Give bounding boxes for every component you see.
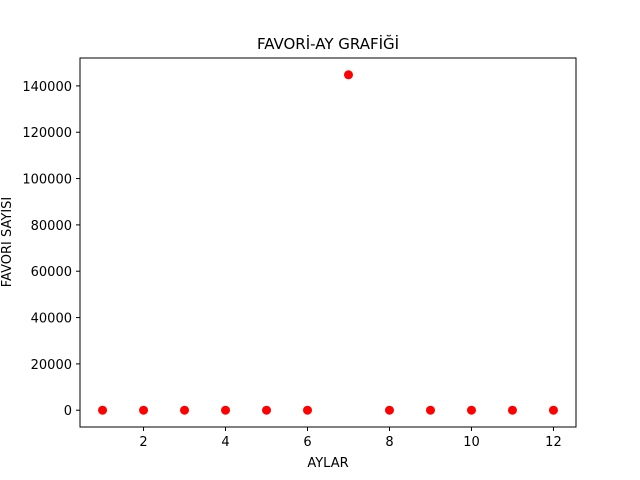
x-tick-label: 4 (221, 435, 229, 450)
y-tick-label: 20000 (31, 358, 72, 373)
data-point (548, 405, 558, 415)
x-axis-ticks: 2 4 6 8 10 12 (139, 427, 562, 450)
y-tick-label: 120000 (22, 126, 72, 141)
data-point (507, 405, 517, 415)
x-tick-label: 2 (139, 435, 147, 450)
data-point (303, 405, 313, 415)
y-tick-label: 100000 (22, 173, 72, 188)
data-point (98, 405, 108, 415)
x-tick-label: 6 (303, 435, 311, 450)
data-point (466, 405, 476, 415)
x-axis-title: AYLAR (307, 456, 348, 471)
x-tick-label: 12 (545, 435, 562, 450)
chart-title: FAVORİ-AY GRAFİĞİ (257, 34, 399, 53)
x-tick-label: 10 (463, 435, 480, 450)
y-axis-ticks: 0 20000 40000 60000 80000 100000 120000 140000 (22, 80, 80, 419)
data-point (180, 405, 190, 415)
y-tick-label: 140000 (22, 80, 72, 95)
data-point (221, 405, 231, 415)
data-points (98, 70, 558, 415)
y-tick-label: 40000 (31, 312, 72, 327)
y-tick-label: 80000 (31, 219, 72, 234)
data-point (343, 70, 353, 80)
x-tick-label: 8 (385, 435, 393, 450)
data-point (262, 405, 272, 415)
y-axis-title: FAVORİ SAYISI (0, 197, 15, 287)
y-tick-label: 60000 (31, 265, 72, 280)
data-point (139, 405, 149, 415)
data-point (425, 405, 435, 415)
y-tick-label: 0 (64, 404, 72, 419)
data-point (384, 405, 394, 415)
plot-frame (79, 57, 577, 428)
